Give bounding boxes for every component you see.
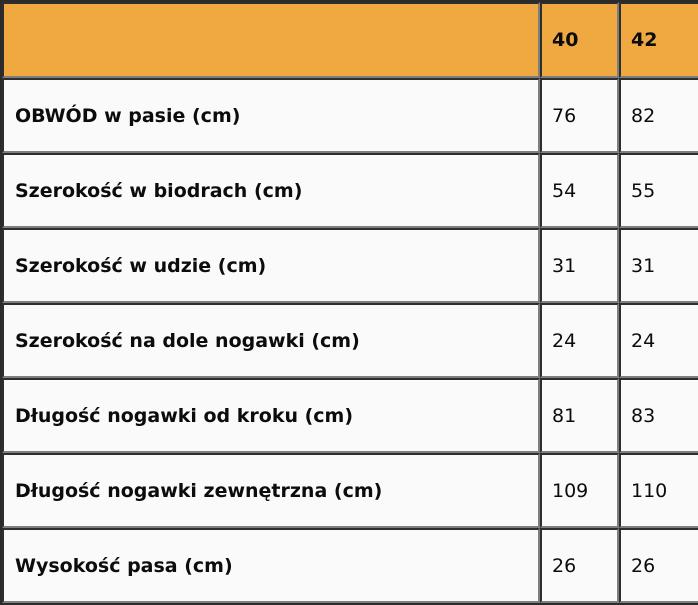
row-label: Długość nogawki od kroku (cm) <box>2 378 540 453</box>
row-value-size-42: 31 <box>619 228 698 303</box>
row-value-size-40: 81 <box>540 378 619 453</box>
row-value-size-42: 55 <box>619 153 698 228</box>
size-chart-header: 40 42 <box>2 2 698 78</box>
row-label: Szerokość w udzie (cm) <box>2 228 540 303</box>
row-value-size-42: 26 <box>619 528 698 603</box>
row-value-size-42: 82 <box>619 78 698 153</box>
row-value-size-40: 54 <box>540 153 619 228</box>
header-size-42: 42 <box>619 2 698 78</box>
table-row-waistband-height: Wysokość pasa (cm) 26 26 <box>2 528 698 603</box>
row-label: Wysokość pasa (cm) <box>2 528 540 603</box>
table-row-hip-width: Szerokość w biodrach (cm) 54 55 <box>2 153 698 228</box>
table-row-leg-bottom-width: Szerokość na dole nogawki (cm) 24 24 <box>2 303 698 378</box>
row-value-size-42: 24 <box>619 303 698 378</box>
row-label: Szerokość na dole nogawki (cm) <box>2 303 540 378</box>
header-size-40: 40 <box>540 2 619 78</box>
row-value-size-40: 109 <box>540 453 619 528</box>
row-label: Szerokość w biodrach (cm) <box>2 153 540 228</box>
row-value-size-40: 31 <box>540 228 619 303</box>
header-row: 40 42 <box>2 2 698 78</box>
row-value-size-42: 110 <box>619 453 698 528</box>
row-value-size-40: 76 <box>540 78 619 153</box>
size-chart-body: OBWÓD w pasie (cm) 76 82 Szerokość w bio… <box>2 78 698 603</box>
row-label: OBWÓD w pasie (cm) <box>2 78 540 153</box>
table-row-thigh-width: Szerokość w udzie (cm) 31 31 <box>2 228 698 303</box>
table-row-outer-leg-length: Długość nogawki zewnętrzna (cm) 109 110 <box>2 453 698 528</box>
header-empty-cell <box>2 2 540 78</box>
row-label: Długość nogawki zewnętrzna (cm) <box>2 453 540 528</box>
table-row-waist-circumference: OBWÓD w pasie (cm) 76 82 <box>2 78 698 153</box>
row-value-size-40: 24 <box>540 303 619 378</box>
row-value-size-40: 26 <box>540 528 619 603</box>
table-row-inseam-length: Długość nogawki od kroku (cm) 81 83 <box>2 378 698 453</box>
row-value-size-42: 83 <box>619 378 698 453</box>
